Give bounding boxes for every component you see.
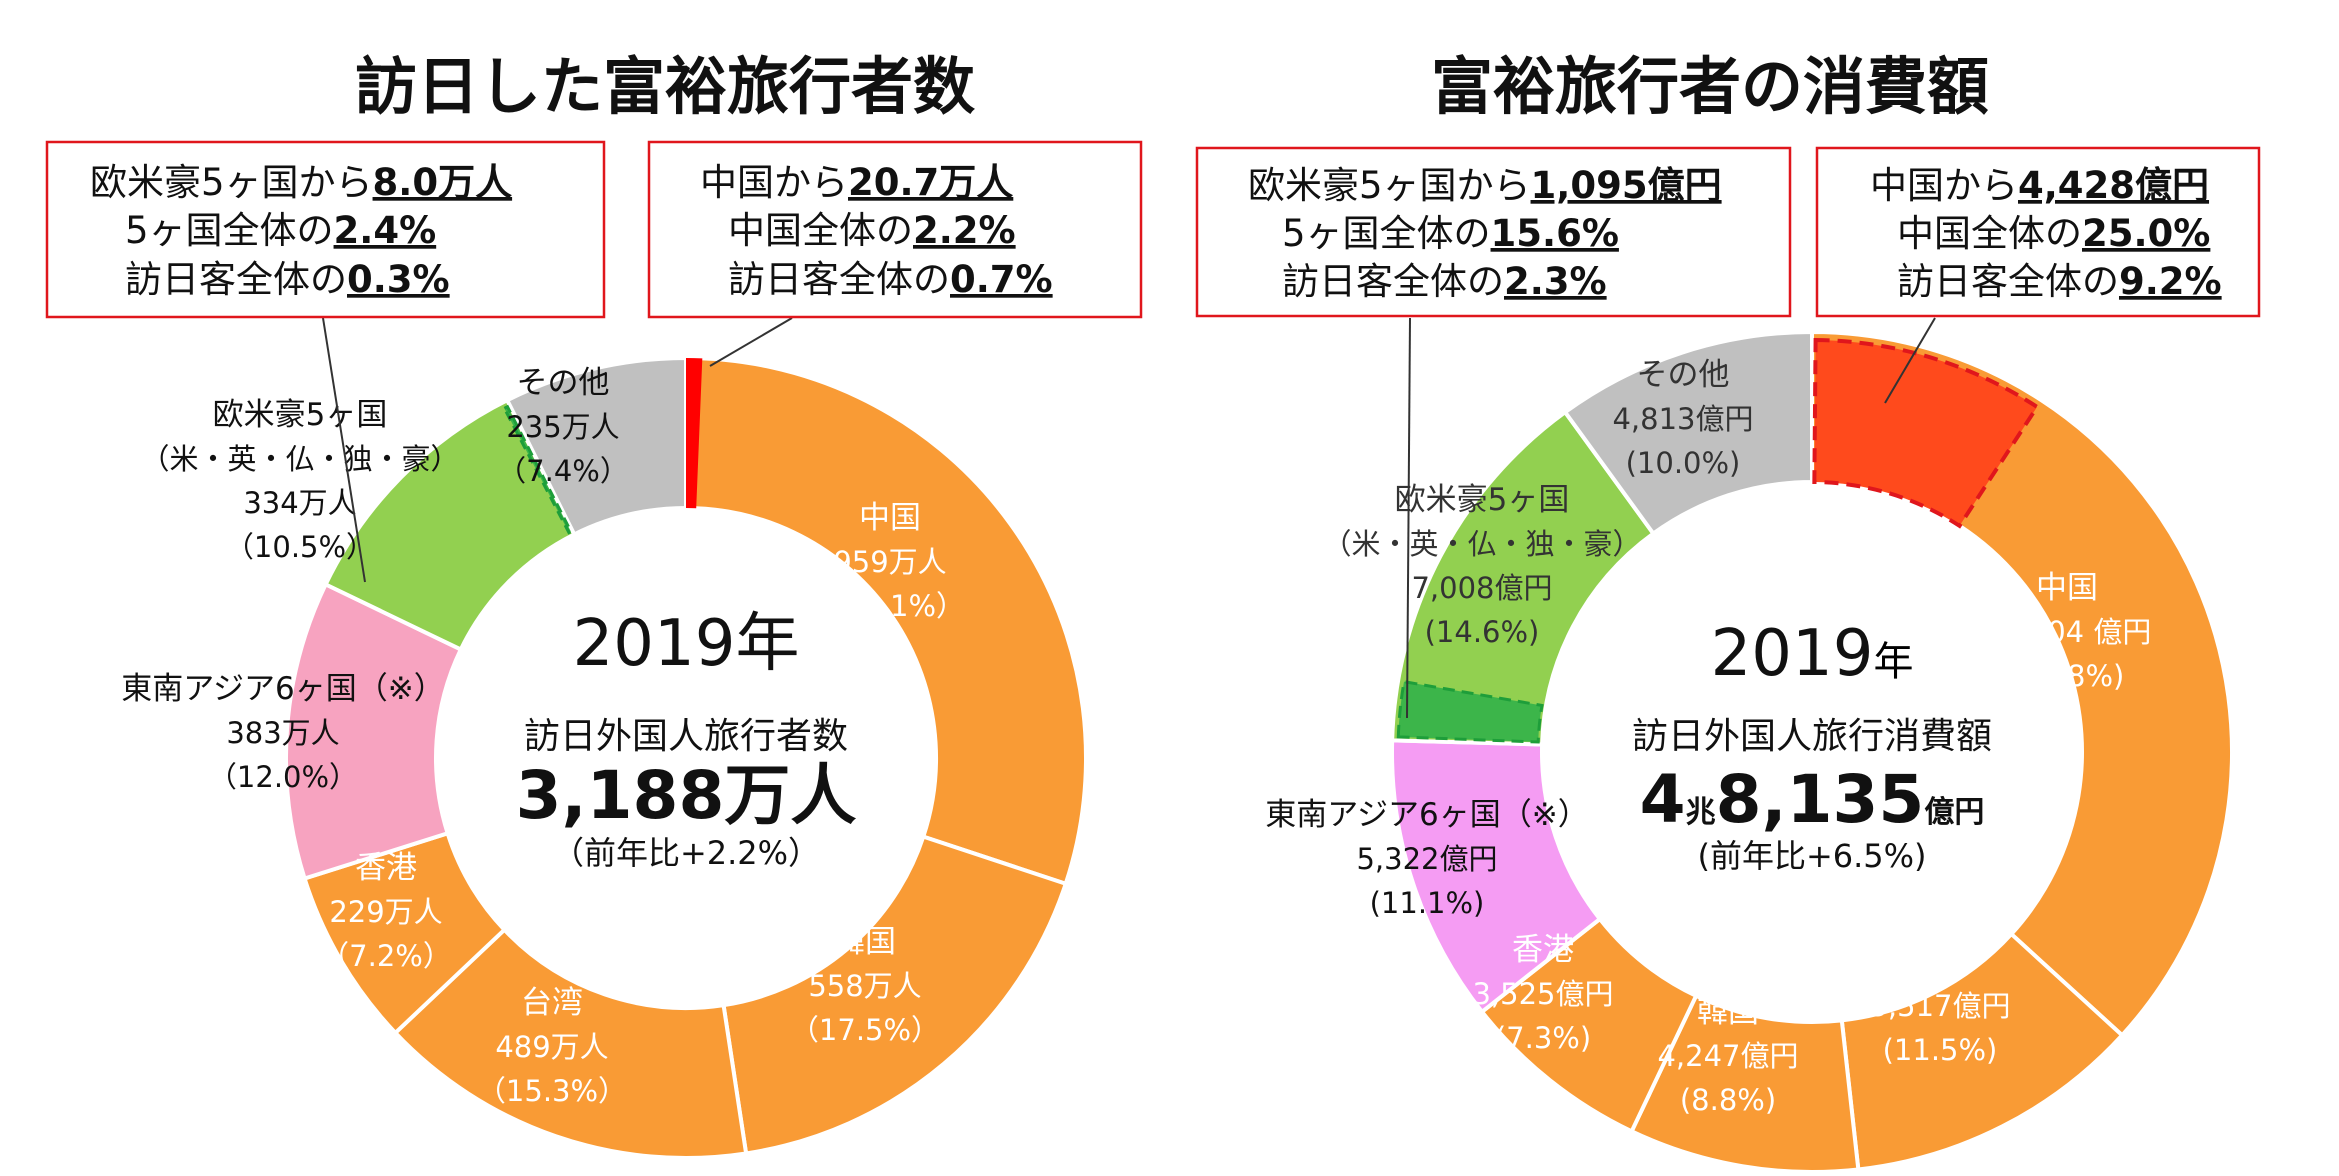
- left-slice-1: [721, 834, 1069, 1156]
- right-slice-label-4-line-0: 東南アジア6ヶ国（※）: [1265, 797, 1588, 833]
- left-slice-label-4-line-2: （12.0%）: [208, 760, 358, 794]
- right-western-callout: 欧米豪5ヶ国から1,095億円 5ヶ国全体の15.6% 訪日客全体の2.3%: [1195, 146, 1792, 318]
- left-slice-label-1-line-0: 韓国: [834, 924, 896, 960]
- right-slice-label-3-line-1: 3,525億円: [1472, 977, 1613, 1011]
- right-slice-label-6-line-2: (10.0%): [1626, 446, 1741, 480]
- right-western-wealthy-highlight: [1396, 679, 1544, 744]
- left-china-connector: [709, 317, 793, 367]
- left-western-callout: 欧米豪5ヶ国から8.0万人 5ヶ国全体の2.4% 訪日客全体の0.3%: [45, 140, 606, 319]
- left-slice-labels: 中国 959万人 （30.1%） 韓国 558万人 （17.5%） 台湾 489万人 （15.3…: [121, 365, 965, 1108]
- left-slice-label-6-line-0: その他: [517, 365, 610, 401]
- right-slice-label-0-line-2: (36.8%): [2010, 659, 2125, 693]
- right-slice-label-0-line-0: 中国: [2036, 570, 2098, 606]
- left-slice-label-6-line-2: （7.4%）: [497, 454, 629, 488]
- right-center-year: 2019年: [1711, 617, 1914, 691]
- right-slice-0: [1810, 329, 2234, 1039]
- left-slice-label-4-line-1: 383万人: [226, 716, 339, 750]
- right-slice-label-6-line-1: 4,813億円: [1612, 402, 1753, 436]
- right-slice-label-1-line-1: 5,517億円: [1869, 989, 2010, 1023]
- left-slice-label-0-line-0: 中国: [859, 500, 921, 536]
- left-slice-label-0-line-2: （30.1%）: [815, 589, 965, 623]
- svg-text:訪日客全体の9.2%: 訪日客全体の9.2%: [1897, 260, 2222, 303]
- left-donut-chart: [284, 355, 1088, 1160]
- left-slice-label-5-line-2: 334万人: [243, 486, 356, 520]
- right-center-total: 4兆8,135億円: [1640, 761, 1985, 838]
- right-slice-label-4-line-1: 5,322億円: [1356, 842, 1497, 876]
- left-western-wealthy-highlight: [502, 404, 573, 535]
- svg-text:中国全体の25.0%: 中国全体の25.0%: [1897, 212, 2210, 255]
- right-slice-label-2-line-1: 4,247億円: [1657, 1039, 1798, 1073]
- right-china-callout: 中国から4,428億円 中国全体の25.0% 訪日客全体の9.2%: [1815, 146, 2261, 318]
- svg-text:5ヶ国全体の2.4%: 5ヶ国全体の2.4%: [125, 209, 436, 252]
- right-highlight-overlay: [1396, 337, 2040, 744]
- left-slice-label-4-line-0: 東南アジア6ヶ国（※）: [121, 671, 444, 707]
- right-slice-label-0-line-1: 17,704 億円: [1983, 615, 2152, 649]
- right-slice-label-5-line-3: (14.6%): [1425, 615, 1540, 649]
- left-center-change: （前年比+2.2%）: [552, 834, 820, 872]
- svg-text:中国から4,428億円: 中国から4,428億円: [1870, 164, 2209, 207]
- right-chart-title: 富裕旅行者の消費額: [1431, 50, 1989, 123]
- svg-text:中国全体の2.2%: 中国全体の2.2%: [728, 209, 1016, 252]
- svg-text:訪日客全体の0.3%: 訪日客全体の0.3%: [125, 258, 450, 301]
- left-slice-label-5-line-3: （10.5%）: [225, 530, 375, 564]
- left-slice-6: [504, 355, 688, 538]
- right-center-summary: 2019年 訪日外国人旅行消費額 4兆8,135億円 (前年比+6.5%): [1632, 617, 1992, 875]
- left-center-subtitle: 訪日外国人旅行者数: [524, 716, 848, 757]
- right-slice-label-2-line-0: 韓国: [1697, 994, 1759, 1030]
- right-slice-label-1-line-0: 台湾: [1909, 944, 1971, 980]
- left-china-callout: 中国から20.7万人 中国全体の2.2% 訪日客全体の0.7%: [647, 140, 1143, 319]
- left-slice-label-1-line-1: 558万人: [808, 969, 921, 1003]
- left-slice-label-2-line-1: 489万人: [495, 1030, 608, 1064]
- left-slice-label-0-line-1: 959万人: [833, 545, 946, 579]
- right-slice-label-5-line-2: 7,008億円: [1411, 571, 1552, 605]
- svg-text:欧米豪5ヶ国から8.0万人: 欧米豪5ヶ国から8.0万人: [90, 161, 512, 204]
- svg-text:訪日客全体の0.7%: 訪日客全体の0.7%: [728, 258, 1053, 301]
- left-center-summary: 2019年 訪日外国人旅行者数 3,188万人 （前年比+2.2%）: [516, 607, 857, 872]
- right-slice-label-3-line-0: 香港: [1512, 932, 1574, 968]
- left-center-year: 2019年: [573, 607, 800, 681]
- right-china-connector: [1884, 317, 1936, 404]
- svg-text:欧米豪5ヶ国から1,095億円: 欧米豪5ヶ国から1,095億円: [1248, 164, 1722, 207]
- left-highlight-overlay: [502, 358, 703, 535]
- left-slice-label-1-line-2: （17.5%）: [790, 1013, 940, 1047]
- left-slice-2: [392, 926, 749, 1160]
- right-slice-label-5-line-1: （米・英・仏・独・豪）: [1322, 527, 1641, 561]
- svg-text:中国から20.7万人: 中国から20.7万人: [700, 161, 1013, 204]
- left-chart-title: 訪日した富裕旅行者数: [355, 50, 975, 123]
- left-slice-label-2-line-2: （15.3%）: [477, 1074, 627, 1108]
- right-center-subtitle: 訪日外国人旅行消費額: [1632, 716, 1992, 757]
- right-center-change: (前年比+6.5%): [1697, 837, 1926, 875]
- left-slice-label-3-line-0: 香港: [355, 850, 417, 886]
- right-slice-labels: 中国 17,704 億円 (36.8%) 台湾 5,517億円 (11.5%) 韓国 4,24…: [1265, 357, 2151, 1117]
- right-slice-label-4-line-2: (11.1%): [1370, 886, 1485, 920]
- left-china-wealthy-highlight: [686, 358, 703, 509]
- svg-text:訪日客全体の2.3%: 訪日客全体の2.3%: [1282, 260, 1607, 303]
- svg-text:5ヶ国全体の15.6%: 5ヶ国全体の15.6%: [1282, 212, 1619, 255]
- left-slice-label-2-line-0: 台湾: [521, 985, 583, 1021]
- right-slice-label-5-line-0: 欧米豪5ヶ国: [1395, 482, 1570, 518]
- right-western-connector: [1406, 317, 1411, 719]
- left-center-total: 3,188万人: [516, 757, 857, 834]
- left-slice-label-5-line-0: 欧米豪5ヶ国: [213, 397, 388, 433]
- right-donut-chart: [1390, 329, 2234, 1174]
- right-slice-label-3-line-2: (7.3%): [1495, 1021, 1591, 1055]
- right-slice-label-6-line-0: その他: [1637, 357, 1730, 393]
- right-slice-6: [1562, 329, 1814, 537]
- left-slice-label-3-line-2: （7.2%）: [320, 939, 452, 973]
- left-western-connector: [322, 317, 366, 583]
- right-slice-label-1-line-2: (11.5%): [1883, 1033, 1998, 1067]
- left-slice-label-3-line-1: 229万人: [329, 895, 442, 929]
- left-slice-label-5-line-1: （米・英・仏・独・豪）: [140, 442, 459, 476]
- right-china-wealthy-highlight: [1812, 337, 2040, 529]
- right-slice-label-2-line-2: (8.8%): [1680, 1083, 1776, 1117]
- left-slice-label-6-line-1: 235万人: [506, 410, 619, 444]
- left-slice-0: [684, 355, 1088, 887]
